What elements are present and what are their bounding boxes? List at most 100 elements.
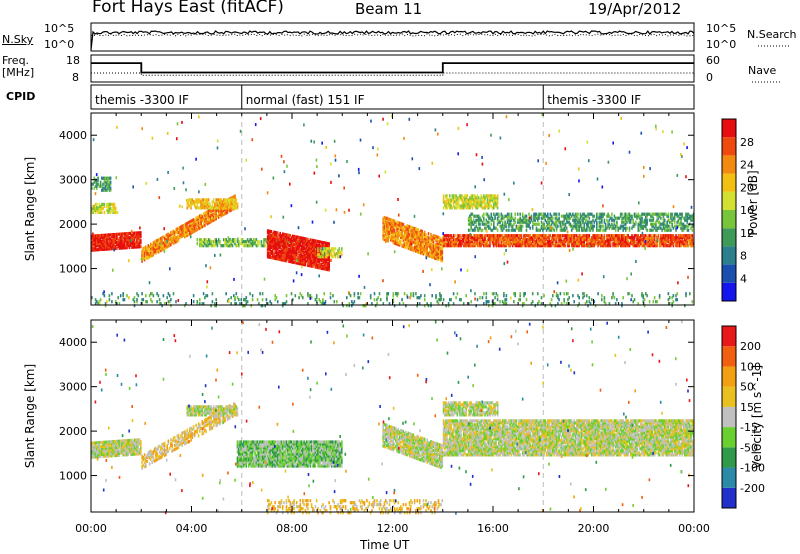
power-colorbar-swatch [722,210,736,229]
nave-right-label: Nave [748,64,777,77]
freq-left-tick-bottom: 8 [72,71,79,84]
noise-panel-frame [90,22,695,52]
time-tick-label-6: 00:00 [678,522,710,535]
cpid-label: CPID [6,90,36,103]
power-colorbar-tick: 28 [740,136,754,149]
time-tick-label-5: 20:00 [578,522,610,535]
power-colorbar-swatch [722,228,736,247]
power-band-4 [186,198,239,210]
velocity-colorbar-swatch [722,487,736,508]
power-band-9 [442,234,695,248]
freq-line [91,62,694,74]
velocity-band-5 [442,419,695,457]
velocity-colorbar-tick: 15 [740,401,754,414]
power-ylabel: Slant Range [km] [23,157,37,261]
cpid-segment-2: themis -3300 IF [547,93,641,107]
power-band-12 [91,292,694,308]
power-band-0 [91,231,142,252]
power-colorbar-tick: 12 [740,227,754,240]
time-tick-label-0: 00:00 [75,522,107,535]
velocity-colorbar-tick: 100 [740,360,761,373]
power-colorbar-tick: 20 [740,181,754,194]
power-ytick-label: 3000 [59,174,87,187]
velocity-ytick-label: 1000 [59,470,87,483]
nave-right-tick-bottom: 0 [706,71,713,84]
noise-right-tick-bottom: 10^0 [706,38,737,51]
power-colorbar-tick: 24 [740,159,754,172]
noise-left-label: N.Sky [2,33,34,46]
beam-title: Beam 11 [355,0,423,18]
cpid-segment-1: normal (fast) 151 IF [246,93,365,107]
velocity-colorbar-tick: 50 [740,381,754,394]
time-tick-label-4: 16:00 [477,522,509,535]
power-ytick-label: 2000 [59,218,87,231]
power-colorbar-swatch [722,137,736,156]
power-colorbar-swatch [722,173,736,192]
velocity-ylabel: Slant Range [km] [23,364,37,468]
velocity-colorbar-tick: -50 [740,441,758,454]
station-title: Fort Hays East (fitACF) [92,0,284,17]
velocity-panel-bg [91,320,694,512]
power-colorbar-swatch [722,119,736,138]
freq-panel-frame [90,54,695,83]
velocity-colorbar-tick: -15 [740,421,758,434]
power-band-2 [91,176,112,192]
velocity-colorbar-swatch [722,326,736,347]
velocity-band-3 [236,440,343,468]
velocity-scatter [91,320,691,515]
freq-left-tick-top: 18 [66,54,80,67]
nave-right-tick-top: 60 [706,54,720,67]
cpid-frame [90,84,695,110]
time-tick-label-3: 12:00 [377,522,409,535]
power-colorbar-swatch [722,246,736,265]
cpid-segment-0: themis -3300 IF [95,93,189,107]
velocity-colorbar-swatch [722,346,736,367]
time-tick-label-1: 04:00 [176,522,208,535]
velocity-colorbar-swatch [722,386,736,407]
velocity-band-6 [442,401,499,417]
power-colorbar-tick: 4 [740,272,747,285]
velocity-colorbar-swatch [722,427,736,448]
power-band-10 [442,194,499,210]
velocity-colorbar-swatch [722,467,736,488]
velocity-colorbar-frame [721,325,737,509]
noise-search-line [91,33,695,37]
velocity-ytick-label: 2000 [59,425,87,438]
velocity-colorbar-tick: -100 [740,462,765,475]
power-ytick-label: 4000 [59,129,87,142]
time-tick-label-2: 08:00 [276,522,308,535]
freq-left-label: Freq. [2,54,30,67]
power-colorbar-swatch [722,282,736,301]
power-colorbar-swatch [722,155,736,174]
noise-sky-line [90,30,695,51]
noise-left-tick-bottom: 10^0 [44,38,75,51]
power-ytick-label: 1000 [59,263,87,276]
power-colorbar-swatch [722,191,736,210]
velocity-colorbar-tick: -200 [740,482,765,495]
noise-right-tick-top: 10^5 [706,22,737,35]
power-colorbar-tick: 8 [740,250,747,263]
power-band-1 [91,202,117,214]
velocity-ytick-label: 4000 [59,336,87,349]
velocity-colorbar-tick: 200 [740,340,761,353]
power-scatter [91,113,693,306]
power-band-7 [317,247,343,259]
power-colorbar-swatch [722,264,736,283]
power-colorbar-tick: 16 [740,204,754,217]
power-colorbar-frame [721,118,737,302]
date-title: 19/Apr/2012 [588,0,682,18]
power-band-6 [266,229,330,272]
noise-right-label: N.Search [747,28,797,41]
velocity-colorbar-swatch [722,366,736,387]
velocity-ytick-label: 3000 [59,381,87,394]
noise-left-tick-top: 10^5 [44,22,75,35]
velocity-colorbar-swatch [722,406,736,428]
freq-left-unit: [MHz] [2,66,35,79]
velocity-band-4 [382,422,444,469]
power-band-8 [382,215,444,263]
power-band-11 [467,212,695,232]
velocity-colorbar-swatch [722,447,736,468]
time-axis-label: Time UT [360,538,410,552]
velocity-band-0 [91,438,142,459]
